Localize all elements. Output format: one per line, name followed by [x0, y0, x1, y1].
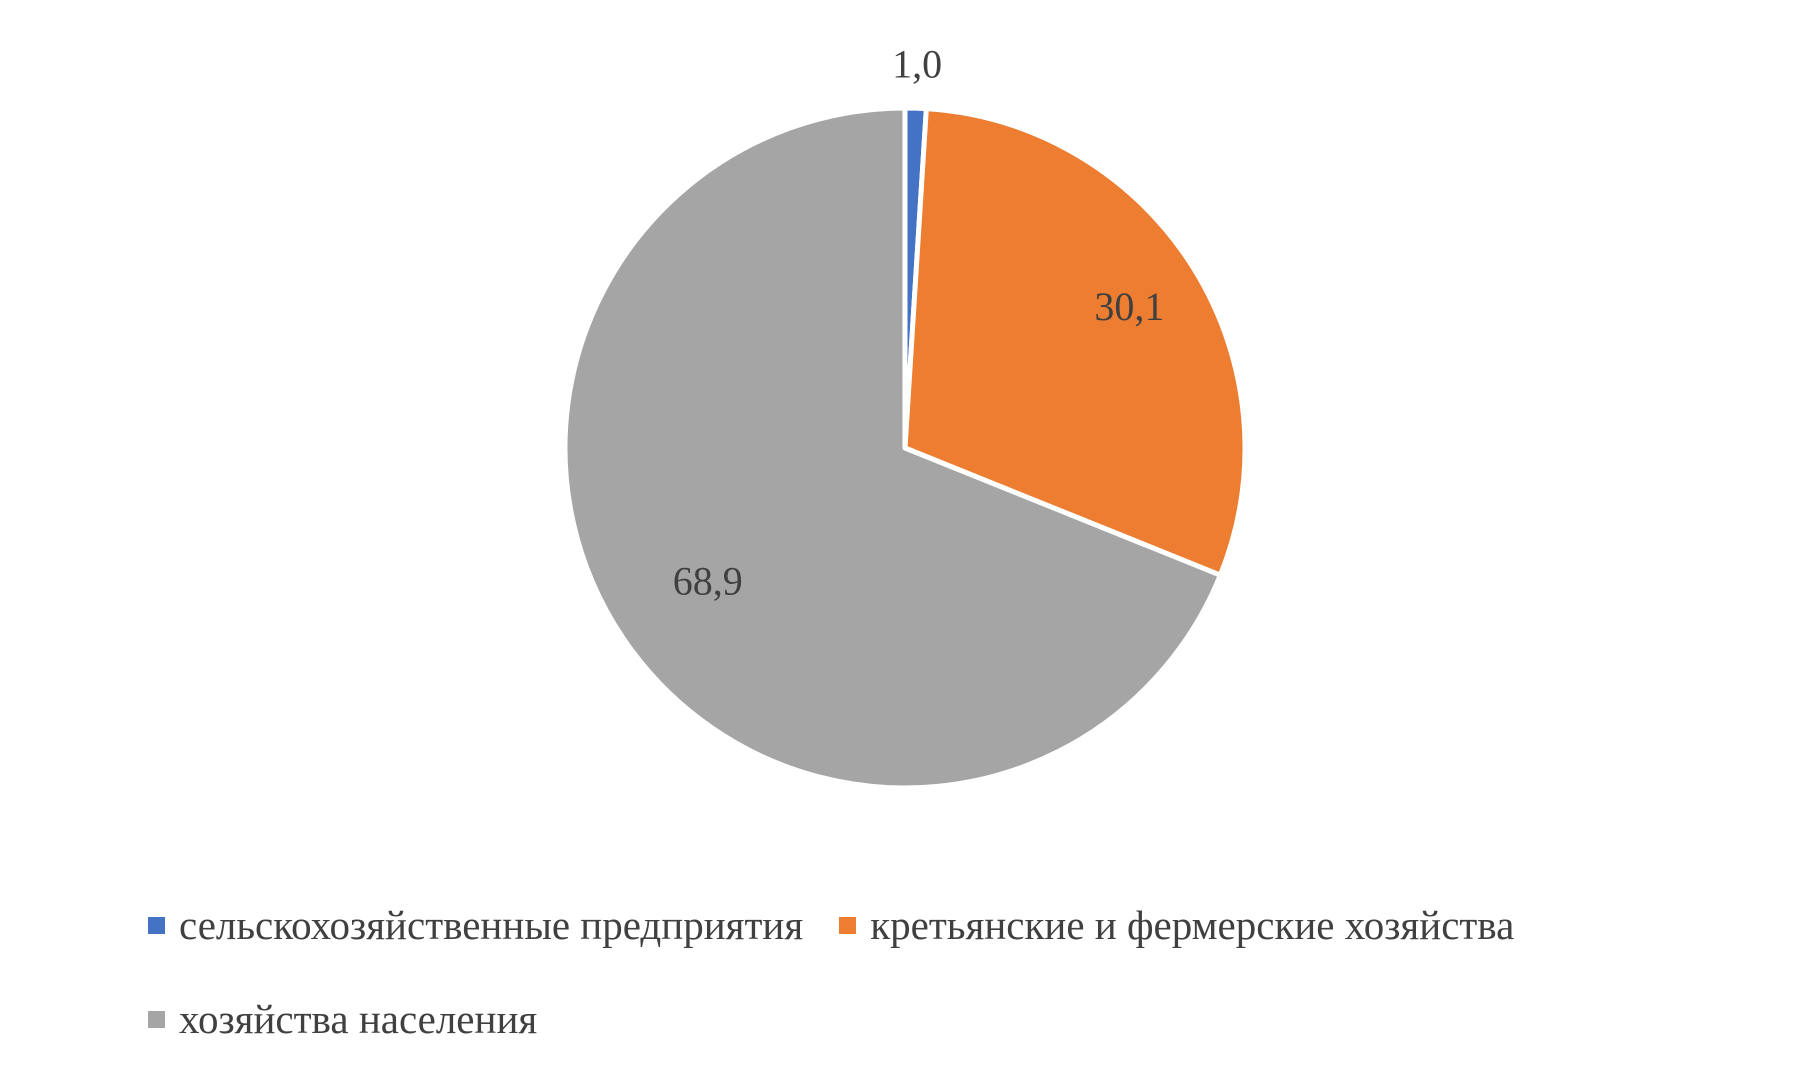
data-label-peasant-farms: 30,1	[1094, 284, 1164, 329]
legend-swatch-households	[148, 1010, 165, 1028]
pie-slice-households	[562, 105, 1223, 791]
legend-swatch-agricultural-enterprises	[148, 916, 165, 934]
legend-label-households: хозяйства населения	[179, 996, 538, 1042]
pie-slice-peasant-farms	[902, 106, 1248, 578]
legend-label-agricultural-enterprises: сельскохозяйственные предприятия	[179, 902, 804, 948]
data-label-households: 68,9	[673, 559, 743, 604]
legend-label-peasant-farms: кретьянские и фермерские хозяйства	[870, 902, 1515, 948]
legend-item-peasant-farms: кретьянские и фермерские хозяйства	[839, 900, 1514, 950]
legend-swatch-peasant-farms	[839, 916, 857, 934]
legend-item-households: хозяйства населения	[148, 994, 537, 1044]
legend: сельскохозяйственные предприятия кретьян…	[148, 900, 1708, 1044]
data-label-agricultural-enterprises: 1,0	[892, 41, 942, 86]
legend-item-agricultural-enterprises: сельскохозяйственные предприятия	[148, 900, 803, 950]
